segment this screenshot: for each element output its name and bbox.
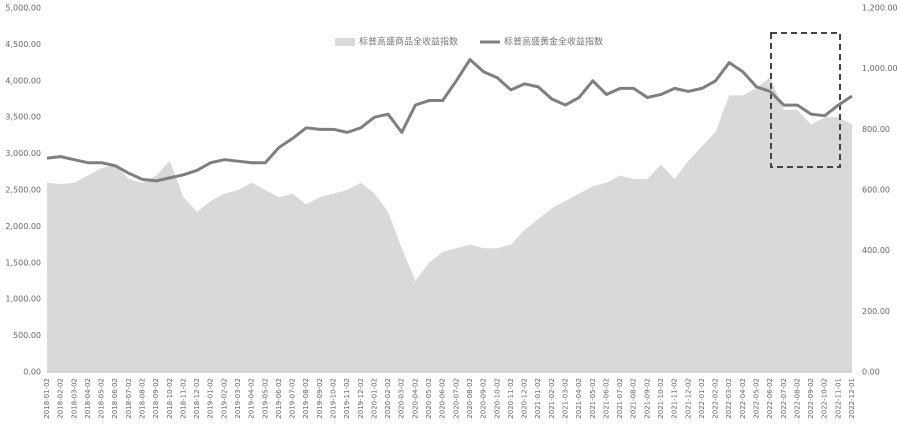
- x-tick-label: 2019-08-02: [302, 378, 310, 419]
- x-tick-label: 2022-04-02: [739, 378, 747, 419]
- x-tick-label: 2022-01-02: [698, 378, 706, 419]
- x-tick-label: 2021-07-02: [616, 378, 624, 419]
- x-tick-label: 2018-06-02: [111, 378, 119, 419]
- y-tick-label: 2,000.00: [5, 222, 41, 231]
- x-tick-label: 2019-07-02: [289, 378, 297, 419]
- x-tick-label: 2019-11-02: [343, 378, 351, 419]
- y2-tick-label: 1,000.00: [862, 64, 898, 73]
- line: [46, 58, 853, 183]
- x-tick-label: 2022-02-02: [712, 378, 720, 419]
- y2-tick-label: 0.00: [862, 368, 880, 377]
- x-tick-label: 2021-01-02: [534, 378, 542, 419]
- x-tick-label: 2020-09-02: [480, 378, 488, 419]
- highlight-box: [770, 32, 841, 168]
- x-tick-label: 2019-09-02: [316, 378, 324, 419]
- y-tick-label: 2,500.00: [5, 186, 41, 195]
- x-tick-label: 2022-06-02: [766, 378, 774, 419]
- x-tick-label: 2022-10-02: [821, 378, 829, 419]
- x-tick-label: 2022-03-02: [725, 378, 733, 419]
- y2-tick-label: 1,200.00: [862, 4, 898, 13]
- x-tick-label: 2020-01-02: [370, 378, 378, 419]
- x-tick-label: 2019-06-02: [275, 378, 283, 419]
- x-tick-label: 2020-11-02: [507, 378, 515, 419]
- x-tick-label: 2018-02-02: [57, 378, 65, 419]
- x-tick-label: 2019-04-02: [248, 378, 256, 419]
- x-tick-label: 2021-09-02: [643, 378, 651, 419]
- x-tick-label: 2018-07-02: [125, 378, 133, 419]
- x-tick-label: 2019-12-02: [357, 378, 365, 419]
- x-tick-label: 2021-12-02: [684, 378, 692, 419]
- y2-tick-label: 200.00: [862, 307, 890, 316]
- y-tick-label: 500.00: [13, 331, 41, 340]
- x-tick-label: 2020-10-02: [493, 378, 501, 419]
- x-tick-label: 2019-10-02: [330, 378, 338, 419]
- legend-label: 标普高盛商品全收益指数: [359, 36, 458, 48]
- x-tick-label: 2020-05-02: [425, 378, 433, 419]
- y-tick-label: 1,000.00: [5, 295, 41, 304]
- x-tick-label: 2018-09-02: [152, 378, 160, 419]
- x-tick-label: 2022-08-02: [793, 378, 801, 419]
- x-tick-label: 2020-07-02: [452, 378, 460, 419]
- y2-tick-label: 600.00: [862, 186, 890, 195]
- x-tick-label: 2021-03-02: [561, 378, 569, 419]
- x-tick-label: 2021-02-02: [548, 378, 556, 419]
- x-tick-label: 2021-11-02: [671, 378, 679, 419]
- legend-swatch: [335, 38, 355, 46]
- y-tick-label: 5,000.00: [5, 4, 41, 13]
- y-tick-label: 3,500.00: [5, 113, 41, 122]
- y-tick-label: 4,000.00: [5, 76, 41, 85]
- x-tick-label: 2021-08-02: [630, 378, 638, 419]
- x-tick-label: 2018-11-02: [179, 378, 187, 419]
- x-tick-label: 2020-08-02: [466, 378, 474, 419]
- x-tick-label: 2020-03-02: [398, 378, 406, 419]
- x-tick-label: 2022-12-01: [848, 378, 856, 419]
- x-tick-label: 2020-12-02: [521, 378, 529, 419]
- x-tick-label: 2021-05-02: [589, 378, 597, 419]
- y2-tick-label: 400.00: [862, 246, 890, 255]
- x-tick-label: 2022-05-02: [752, 378, 760, 419]
- x-tick-label: 2018-10-02: [166, 378, 174, 419]
- x-tick-label: 2021-10-02: [657, 378, 665, 419]
- y-tick-label: 1,500.00: [5, 258, 41, 267]
- x-tick-label: 2021-04-02: [575, 378, 583, 419]
- x-tick-label: 2021-06-02: [602, 378, 610, 419]
- y-tick-label: 3,000.00: [5, 149, 41, 158]
- x-tick-label: 2018-03-02: [70, 378, 78, 419]
- x-tick-label: 2019-05-02: [261, 378, 269, 419]
- x-tick-label: 2018-05-02: [98, 378, 106, 419]
- x-tick-label: 2018-12-02: [193, 378, 201, 419]
- area: [47, 77, 852, 372]
- legend-label: 标普高盛黄金全收益指数: [504, 36, 603, 48]
- x-tick-label: 2019-01-02: [207, 378, 215, 419]
- x-tick-label: 2020-04-02: [411, 378, 419, 419]
- x-tick-label: 2020-02-02: [384, 378, 392, 419]
- x-tick-label: 2022-09-02: [807, 378, 815, 419]
- x-tick-label: 2022-07-02: [780, 378, 788, 419]
- x-tick-label: 2019-02-02: [220, 378, 228, 419]
- x-tick-label: 2019-03-02: [234, 378, 242, 419]
- y-tick-label: 4,500.00: [5, 40, 41, 49]
- y2-tick-label: 800.00: [862, 125, 890, 134]
- y-tick-label: 0.00: [23, 368, 41, 377]
- x-tick-label: 2020-06-02: [439, 378, 447, 419]
- x-tick-label: 2018-01-02: [43, 378, 51, 419]
- x-tick-label: 2022-11-01: [834, 378, 842, 419]
- x-tick-label: 2018-08-02: [139, 378, 147, 419]
- x-tick-label: 2018-04-02: [84, 378, 92, 419]
